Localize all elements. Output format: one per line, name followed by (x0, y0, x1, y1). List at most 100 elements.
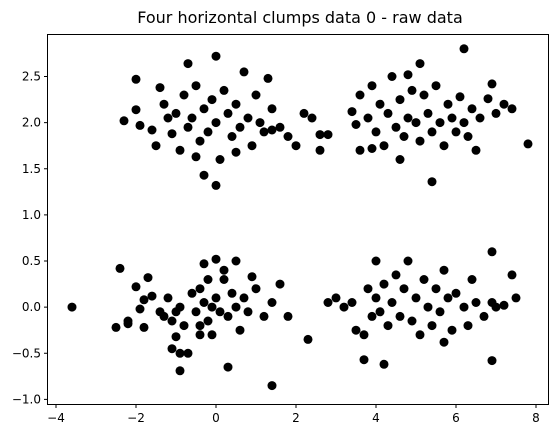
scatter-point (224, 363, 233, 372)
scatter-point (192, 152, 201, 161)
scatter-point (228, 132, 237, 141)
scatter-point (372, 127, 381, 136)
scatter-point (508, 270, 517, 279)
scatter-point (232, 148, 241, 157)
scatter-point (68, 303, 77, 312)
scatter-point (304, 335, 313, 344)
scatter-point (360, 355, 369, 364)
scatter-point (176, 146, 185, 155)
scatter-point (224, 312, 233, 321)
x-tick-label: 8 (532, 411, 540, 425)
scatter-point (388, 72, 397, 81)
scatter-point (176, 303, 185, 312)
scatter-point (248, 141, 257, 150)
scatter-point (324, 298, 333, 307)
scatter-point (188, 114, 197, 123)
scatter-point (220, 266, 229, 275)
scatter-point (184, 123, 193, 132)
scatter-point (488, 247, 497, 256)
scatter-point (332, 293, 341, 302)
y-tick-label: −1.0 (12, 392, 41, 406)
scatter-point (124, 317, 133, 326)
scatter-point (132, 105, 141, 114)
scatter-point (348, 298, 357, 307)
scatter-point (380, 141, 389, 150)
scatter-point (192, 81, 201, 90)
scatter-point (204, 127, 213, 136)
scatter-point (284, 132, 293, 141)
scatter-point (148, 292, 157, 301)
scatter-point (492, 303, 501, 312)
scatter-point (248, 272, 257, 281)
scatter-point (360, 330, 369, 339)
scatter-point (140, 295, 149, 304)
scatter-point (452, 289, 461, 298)
scatter-point (184, 349, 193, 358)
scatter-point (420, 91, 429, 100)
scatter-point (268, 104, 277, 113)
scatter-point (188, 289, 197, 298)
scatter-point (232, 303, 241, 312)
scatter-point (524, 139, 533, 148)
scatter-point (208, 95, 217, 104)
plot-area-frame (48, 35, 549, 405)
scatter-point (240, 67, 249, 76)
scatter-point (268, 381, 277, 390)
y-tick-label: 0.0 (22, 300, 41, 314)
scatter-point (232, 100, 241, 109)
scatter-point (420, 275, 429, 284)
scatter-point (140, 323, 149, 332)
scatter-point (440, 266, 449, 275)
scatter-point (276, 123, 285, 132)
scatter-point (368, 312, 377, 321)
scatter-point (160, 312, 169, 321)
scatter-point (268, 126, 277, 135)
scatter-point (204, 317, 213, 326)
scatter-point (132, 282, 141, 291)
scatter-point (404, 114, 413, 123)
scatter-point (200, 259, 209, 268)
scatter-point (460, 118, 469, 127)
scatter-point (472, 146, 481, 155)
x-tick-label: 2 (292, 411, 300, 425)
scatter-point (508, 104, 517, 113)
scatter-point (300, 109, 309, 118)
scatter-point (484, 94, 493, 103)
scatter-point (432, 81, 441, 90)
scatter-point (244, 307, 253, 316)
y-tick-label: 2.5 (22, 70, 41, 84)
scatter-point (196, 321, 205, 330)
scatter-point (220, 275, 229, 284)
scatter-point (512, 293, 521, 302)
scatter-point (384, 321, 393, 330)
y-axis-ticks: −1.0 −0.5 0.0 0.5 1.0 1.5 2.0 2.5 (12, 70, 48, 407)
scatter-point (268, 298, 277, 307)
scatter-point (436, 118, 445, 127)
scatter-point (260, 312, 269, 321)
scatter-point (172, 109, 181, 118)
scatter-point (212, 118, 221, 127)
scatter-point (136, 305, 145, 314)
scatter-points (68, 44, 533, 390)
scatter-point (180, 321, 189, 330)
scatter-point (500, 100, 509, 109)
scatter-point (364, 114, 373, 123)
scatter-point (260, 127, 269, 136)
scatter-point (472, 298, 481, 307)
scatter-point (196, 137, 205, 146)
scatter-point (380, 280, 389, 289)
scatter-point (404, 257, 413, 266)
scatter-point (352, 326, 361, 335)
x-tick-label: 4 (372, 411, 380, 425)
scatter-point (372, 257, 381, 266)
scatter-point (256, 118, 265, 127)
scatter-point (160, 100, 169, 109)
scatter-point (168, 129, 177, 138)
scatter-point (404, 70, 413, 79)
scatter-point (180, 91, 189, 100)
scatter-point (236, 326, 245, 335)
scatter-point (316, 146, 325, 155)
scatter-point (364, 284, 373, 293)
scatter-point (392, 270, 401, 279)
scatter-point (428, 177, 437, 186)
